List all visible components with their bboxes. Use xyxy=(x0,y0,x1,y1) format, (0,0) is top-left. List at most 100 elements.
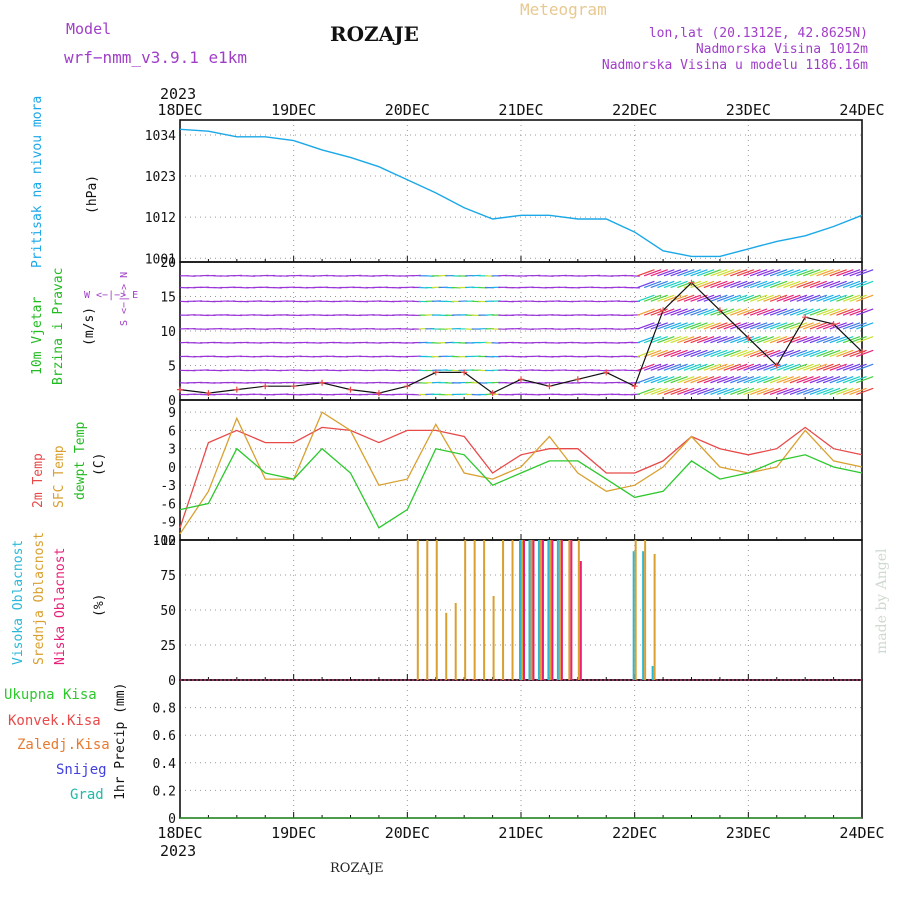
wind-barb xyxy=(822,376,841,384)
wind-compass-ns: S <−|−> N xyxy=(119,272,130,326)
wind-unit: (m/s) xyxy=(82,307,97,346)
wind-barb xyxy=(763,376,781,384)
precip-unit: 1hr Precip (mm) xyxy=(113,683,128,800)
mid-cloud-bar xyxy=(521,540,523,680)
wind-barb xyxy=(736,280,755,289)
wind-barb xyxy=(723,280,741,289)
bottom-time-label: 20DEC xyxy=(385,824,430,842)
wind-barb xyxy=(822,308,841,316)
wind-barb xyxy=(710,269,728,277)
top-time-label: 20DEC xyxy=(385,101,430,119)
elevation-text: Nadmorska Visina 1012m xyxy=(695,42,868,57)
wind-barb xyxy=(856,363,874,371)
wind-barb xyxy=(783,363,801,371)
wind-barb xyxy=(783,269,801,277)
wind-barb xyxy=(670,335,688,344)
wind-barb xyxy=(657,280,675,289)
wind-barb xyxy=(836,269,854,277)
wind-barb xyxy=(637,376,655,384)
wind-barb xyxy=(776,335,794,344)
wind-barb xyxy=(796,363,814,371)
year-top-label: 2023 xyxy=(160,85,196,103)
wind-barb xyxy=(796,269,814,277)
wind-barb xyxy=(776,269,794,277)
mid-cloud-bar xyxy=(426,540,429,680)
wind-barb xyxy=(683,308,702,316)
wind-barb xyxy=(663,376,682,384)
wind-barb xyxy=(637,280,655,289)
mid-cloud-bar xyxy=(549,540,552,680)
model-name: wrf−nmm_v3.9.1 e1km xyxy=(64,48,248,67)
wind-barb xyxy=(809,349,828,358)
wind-barb xyxy=(849,294,867,302)
wind-barb xyxy=(730,308,748,316)
wind-barb xyxy=(710,294,728,302)
wind-barb xyxy=(710,363,728,371)
wind-barb xyxy=(683,363,702,371)
wind-barb xyxy=(696,335,715,344)
wind-barb xyxy=(743,363,761,371)
wind-barb xyxy=(690,387,708,396)
wind-barb xyxy=(710,322,728,330)
wind-barb xyxy=(822,322,841,330)
wind-barb xyxy=(750,280,768,289)
wind-gust-mark xyxy=(233,386,240,393)
bottom-time-label: 18DEC xyxy=(157,824,202,842)
wind-barb xyxy=(842,349,861,358)
wind-barb xyxy=(756,387,774,396)
wind-barb xyxy=(710,376,728,384)
wind-barb xyxy=(836,280,854,289)
wind-barb xyxy=(829,294,847,302)
wind-barb-field xyxy=(179,269,874,396)
wind-barb xyxy=(730,294,748,302)
wind-barb xyxy=(683,335,702,344)
wind-barb xyxy=(783,294,801,302)
low-cloud-bar xyxy=(541,540,544,680)
wind-barb xyxy=(730,322,748,330)
low-cloud-bar xyxy=(570,540,573,680)
top-time-label: 18DEC xyxy=(157,101,202,119)
wind-barb xyxy=(849,387,867,396)
wind-barb xyxy=(816,349,834,358)
wind-barb xyxy=(829,308,847,316)
temp-dewpt-label: dewpt Temp xyxy=(73,422,88,500)
wind-barb xyxy=(776,387,794,396)
wind-barb xyxy=(650,269,668,277)
y-tick-label: 0.2 xyxy=(153,784,176,799)
wind-barb xyxy=(703,335,721,344)
wind-barb xyxy=(670,363,688,371)
top-time-label: 22DEC xyxy=(612,101,657,119)
wind-barb xyxy=(783,376,801,384)
wind-barb xyxy=(670,387,688,396)
mid-cloud-bar xyxy=(568,540,571,680)
wind-barb xyxy=(829,387,847,396)
wind-barb xyxy=(803,280,821,289)
wind-barb xyxy=(730,376,748,384)
wind-barb xyxy=(763,322,781,330)
cloud-mid-label: Srednja Oblacnost xyxy=(32,532,47,665)
y-tick-label: 0.8 xyxy=(153,702,176,717)
wind-barb xyxy=(677,363,695,371)
high-cloud-bar xyxy=(556,540,559,680)
wind-barb xyxy=(703,376,721,384)
wind-barb xyxy=(836,294,854,302)
wind-barb xyxy=(730,269,748,277)
wind-barb xyxy=(743,269,761,277)
wind-barb xyxy=(710,280,728,289)
wind-barb xyxy=(776,280,794,289)
wind-barb xyxy=(650,335,668,344)
wind-barb xyxy=(637,335,655,344)
wind-barb xyxy=(763,280,781,289)
wind-barb xyxy=(637,294,655,302)
wind-barb xyxy=(842,308,861,316)
wind-barb xyxy=(657,294,675,302)
wind-barb xyxy=(643,349,662,358)
wind-barb xyxy=(776,294,794,302)
wind-barb xyxy=(836,322,854,330)
pressure-panel-label: Pritisak na nivou mora xyxy=(30,96,45,268)
mid-cloud-bar xyxy=(539,540,542,680)
wind-barb xyxy=(690,349,708,358)
wind-barb xyxy=(783,280,801,289)
wind-barb xyxy=(677,269,695,277)
wind-barb xyxy=(736,376,755,384)
